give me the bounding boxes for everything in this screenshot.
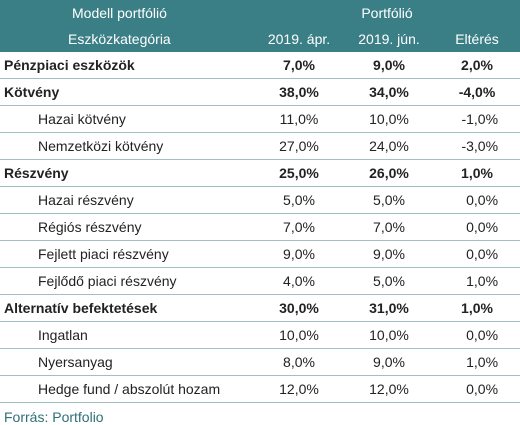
table-row: Nyersanyag 8,0% 9,0% 1,0% — [0, 348, 520, 376]
allocation-table: Modell portfólió Portfólió Eszközkategór… — [0, 0, 520, 403]
table-row: Részvény 25,0% 26,0% 1,0% — [0, 159, 520, 187]
diff-value: 0,0% — [434, 375, 520, 403]
apr-value: 7,0% — [254, 213, 344, 241]
apr-value: 4,0% — [254, 267, 344, 295]
apr-value: 9,0% — [254, 240, 344, 268]
row-label: Részvény — [0, 159, 254, 187]
jun-value: 9,0% — [344, 348, 434, 376]
table-row: Fejlett piaci részvény 9,0% 9,0% 0,0% — [0, 240, 520, 268]
table-row: Alternatív befektetések 30,0% 31,0% 1,0% — [0, 294, 520, 322]
row-label: Hazai részvény — [0, 186, 254, 214]
apr-value: 25,0% — [254, 159, 344, 187]
diff-value: 2,0% — [434, 52, 520, 79]
table-row: Fejlődő piaci részvény 4,0% 5,0% 1,0% — [0, 267, 520, 295]
diff-value: -3,0% — [434, 132, 520, 160]
jun-value: 34,0% — [344, 78, 434, 106]
asset-category-heading: Eszközkategória — [68, 31, 171, 47]
diff-value: 0,0% — [434, 240, 520, 268]
table-header: Modell portfólió Portfólió Eszközkategór… — [0, 0, 520, 52]
apr-value: 12,0% — [254, 375, 344, 403]
apr-value: 30,0% — [254, 294, 344, 322]
apr-column-heading: 2019. ápr. — [267, 31, 331, 47]
apr-value: 38,0% — [254, 78, 344, 106]
row-label: Alternatív befektetések — [0, 294, 254, 322]
table-body: Pénzpiaci eszközök 7,0% 9,0% 2,0% Kötvén… — [0, 52, 520, 403]
jun-value: 9,0% — [344, 240, 434, 268]
jun-value: 10,0% — [344, 105, 434, 133]
apr-value: 8,0% — [254, 348, 344, 376]
portfolio-heading: Portfólió — [361, 5, 413, 21]
row-label: Nyersanyag — [0, 348, 254, 376]
apr-value: 7,0% — [254, 52, 344, 79]
apr-value: 5,0% — [254, 186, 344, 214]
header-row-top: Modell portfólió Portfólió — [0, 0, 520, 26]
header-row-bottom: Eszközkategória 2019. ápr. 2019. jún. El… — [0, 26, 520, 52]
row-label: Fejlődő piaci részvény — [0, 267, 254, 295]
table-row: Pénzpiaci eszközök 7,0% 9,0% 2,0% — [0, 52, 520, 79]
diff-value: 1,0% — [434, 159, 520, 187]
table-row: Hedge fund / abszolút hozam 12,0% 12,0% … — [0, 375, 520, 403]
jun-value: 7,0% — [344, 213, 434, 241]
jun-value: 5,0% — [344, 267, 434, 295]
table-row: Kötvény 38,0% 34,0% -4,0% — [0, 78, 520, 106]
jun-value: 24,0% — [344, 132, 434, 160]
table-row: Ingatlan 10,0% 10,0% 0,0% — [0, 321, 520, 349]
row-label: Fejlett piaci részvény — [0, 240, 254, 268]
row-label: Kötvény — [0, 78, 254, 106]
table-row: Hazai részvény 5,0% 5,0% 0,0% — [0, 186, 520, 214]
diff-value: -1,0% — [434, 105, 520, 133]
diff-value: -4,0% — [434, 78, 520, 106]
jun-value: 5,0% — [344, 186, 434, 214]
row-label: Régiós részvény — [0, 213, 254, 241]
table-row: Nemzetközi kötvény 27,0% 24,0% -3,0% — [0, 132, 520, 160]
jun-value: 26,0% — [344, 159, 434, 187]
table-row: Hazai kötvény 11,0% 10,0% -1,0% — [0, 105, 520, 133]
jun-value: 31,0% — [344, 294, 434, 322]
row-label: Hazai kötvény — [0, 105, 254, 133]
table-row: Régiós részvény 7,0% 7,0% 0,0% — [0, 213, 520, 241]
row-label: Pénzpiaci eszközök — [0, 52, 254, 79]
row-label: Ingatlan — [0, 321, 254, 349]
jun-value: 12,0% — [344, 375, 434, 403]
apr-value: 27,0% — [254, 132, 344, 160]
diff-value: 1,0% — [434, 294, 520, 322]
model-portfolio-heading: Modell portfólió — [72, 5, 167, 21]
jun-column-heading: 2019. jún. — [358, 31, 420, 47]
row-label: Nemzetközi kötvény — [0, 132, 254, 160]
diff-value: 1,0% — [434, 267, 520, 295]
apr-value: 10,0% — [254, 321, 344, 349]
row-label: Hedge fund / abszolút hozam — [0, 375, 254, 403]
diff-value: 0,0% — [434, 213, 520, 241]
jun-value: 9,0% — [344, 52, 434, 79]
diff-value: 0,0% — [434, 186, 520, 214]
diff-value: 1,0% — [434, 348, 520, 376]
diff-column-heading: Eltérés — [455, 31, 499, 47]
jun-value: 10,0% — [344, 321, 434, 349]
apr-value: 11,0% — [254, 105, 344, 133]
diff-value: 0,0% — [434, 321, 520, 349]
source-note: Forrás: Portfolio — [4, 409, 104, 425]
